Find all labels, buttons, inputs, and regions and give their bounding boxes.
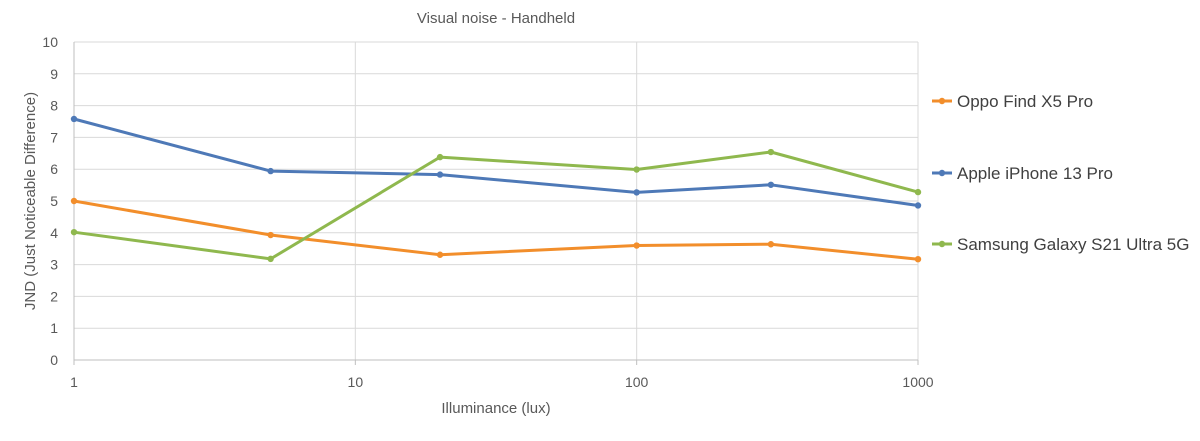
x-tick-label: 1 [70,374,78,390]
data-point [767,181,775,188]
legend-item: Oppo Find X5 Pro [932,92,1093,111]
data-point [436,153,444,161]
y-tick-label: 4 [50,225,58,241]
data-point [267,167,274,175]
series-2 [70,115,922,209]
legend-item: Apple iPhone 13 Pro [932,164,1113,183]
data-point [436,251,444,258]
data-point [914,202,922,209]
legend-label: Apple iPhone 13 Pro [957,164,1113,183]
series-line [72,117,920,207]
y-tick-label: 9 [50,66,58,82]
data-point [633,242,640,249]
legend-label: Oppo Find X5 Pro [957,92,1093,111]
data-point [267,231,274,239]
y-tick-label: 3 [50,257,58,273]
data-point [914,188,922,196]
data-point [267,255,274,263]
legend-swatch-marker [938,97,946,105]
y-tick-label: 6 [50,161,58,177]
data-point [767,148,775,156]
data-point [633,189,640,196]
y-tick-label: 5 [50,193,58,209]
series-line [72,199,920,261]
data-point [914,255,922,263]
y-axis-title: JND (Just Noticeable Difference) [22,92,39,310]
x-tick-label: 100 [625,374,649,390]
legend-item: Samsung Galaxy S21 Ultra 5G [932,235,1189,254]
chart-title: Visual noise - Handheld [417,10,575,27]
x-tick-label: 10 [348,374,364,390]
series-line [72,150,920,261]
data-point [70,197,78,205]
legend-swatch-marker [938,169,946,177]
series-1 [70,197,922,263]
data-point [767,241,775,248]
gridlines [74,41,919,360]
data-series [70,115,922,263]
series-3 [70,148,922,263]
legend-label: Samsung Galaxy S21 Ultra 5G [957,235,1189,254]
data-point [70,115,78,123]
y-tick-label: 1 [50,320,58,336]
x-axis-title: Illuminance (lux) [441,400,550,417]
data-point [436,171,444,178]
data-point [633,166,640,173]
y-tick-label: 8 [50,98,58,114]
legend: Oppo Find X5 Pro Apple iPhone 13 Pro Samsu… [932,92,1189,254]
y-tick-label: 10 [42,34,58,50]
legend-swatch-marker [938,240,946,248]
y-tick-label: 2 [50,288,58,304]
y-tick-label: 7 [50,129,58,145]
data-point [70,228,78,236]
x-tick-label: 1000 [902,374,933,390]
y-tick-label: 0 [50,352,58,368]
